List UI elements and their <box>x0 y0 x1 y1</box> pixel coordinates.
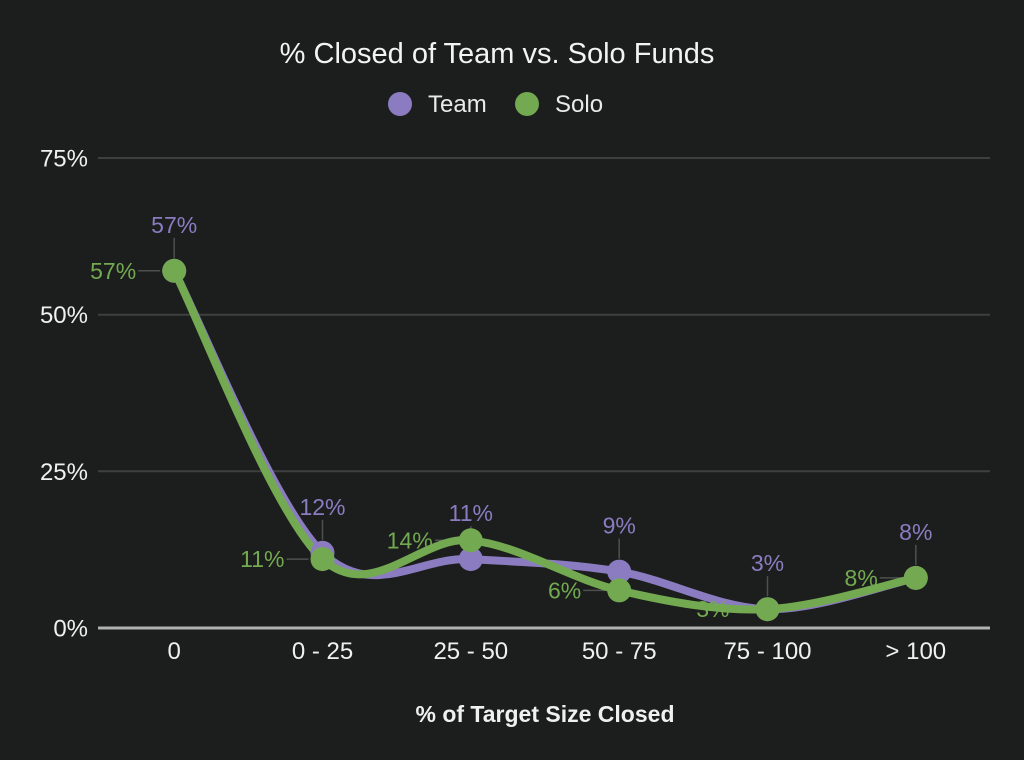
legend-item-solo[interactable]: Solo <box>515 91 603 118</box>
data-label-team-25 - 50: 11% <box>449 500 493 526</box>
data-label-team-0: 57% <box>151 212 197 238</box>
series-points <box>162 258 928 622</box>
y-tick-label: 0% <box>53 616 88 643</box>
x-axis-title: % of Target Size Closed <box>415 701 674 727</box>
chart-title: % Closed of Team vs. Solo Funds <box>280 38 715 70</box>
data-point-solo-25 - 50[interactable] <box>458 528 483 553</box>
series-line-team <box>170 266 920 614</box>
y-tick-label: 25% <box>40 459 88 486</box>
data-point-solo-> 100[interactable] <box>903 565 928 590</box>
data-point-solo-0[interactable] <box>162 258 187 283</box>
data-point-solo-75 - 100[interactable] <box>755 597 780 622</box>
data-label-team-0 - 25: 12% <box>299 494 345 520</box>
data-point-solo-0 - 25[interactable] <box>310 547 335 572</box>
x-tick-label: 50 - 75 <box>582 638 657 665</box>
data-labels: 57% 12% 11% 9% 3% 8% 57% 11% 14% 6% 3% 8% <box>90 212 932 622</box>
series-lines <box>170 266 920 614</box>
legend-label: Solo <box>555 91 603 118</box>
legend-swatch-team <box>388 92 412 116</box>
data-label-solo-25 - 50: 14% <box>387 527 433 553</box>
data-label-team-50 - 75: 9% <box>603 513 636 539</box>
x-tick-label: 25 - 50 <box>433 638 508 665</box>
x-tick-label: 0 <box>168 638 181 665</box>
legend: Team Solo <box>388 91 603 118</box>
data-point-solo-50 - 75[interactable] <box>607 578 632 603</box>
data-label-solo-75 - 100: 3% <box>696 596 729 622</box>
x-tick-label: 0 - 25 <box>292 638 353 665</box>
x-tick-label: 75 - 100 <box>723 638 811 665</box>
legend-item-team[interactable]: Team <box>388 91 487 118</box>
data-label-solo-50 - 75: 6% <box>548 577 581 603</box>
data-label-team-> 100: 8% <box>899 519 932 545</box>
x-tick-label: > 100 <box>885 638 946 665</box>
legend-label: Team <box>428 91 487 118</box>
legend-swatch-solo <box>515 92 539 116</box>
y-tick-label: 50% <box>40 302 88 329</box>
data-label-solo-0 - 25: 11% <box>240 546 284 572</box>
series-line-solo <box>170 266 920 614</box>
y-axis-tick-labels: 0% 25% 50% 75% <box>40 146 88 643</box>
data-point-team-50 - 75[interactable] <box>607 559 632 584</box>
gridlines <box>98 157 990 630</box>
data-label-solo-> 100: 8% <box>845 565 878 591</box>
data-label-team-75 - 100: 3% <box>751 550 784 576</box>
data-point-team-25 - 50[interactable] <box>458 547 483 572</box>
y-tick-label: 75% <box>40 146 88 173</box>
data-label-solo-0: 57% <box>90 258 136 284</box>
x-axis-tick-labels: 0 0 - 25 25 - 50 50 - 75 75 - 100 > 100 <box>168 638 947 665</box>
